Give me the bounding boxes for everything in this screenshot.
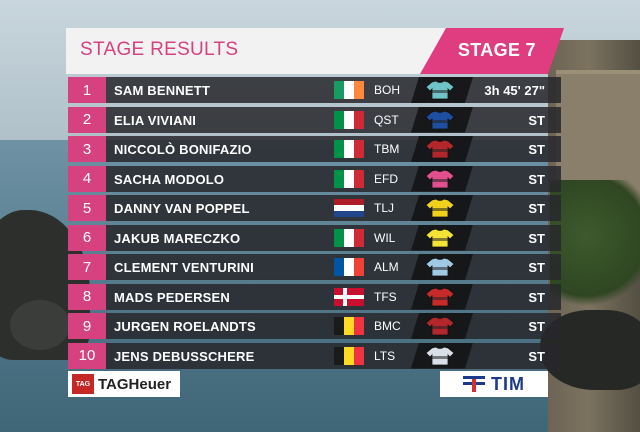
team-code: WIL	[374, 230, 396, 245]
tagheuer-text: TAGHeuer	[98, 375, 172, 393]
team-jersey-icon	[425, 228, 455, 247]
position: 7	[68, 254, 106, 280]
rock-left-small	[10, 300, 70, 350]
country-flag-icon	[334, 317, 364, 335]
team-jersey-icon	[425, 169, 455, 188]
result-row: 9 JURGEN ROELANDTS BMC ST	[68, 313, 561, 339]
stage-label: STAGE 7	[458, 40, 536, 60]
team-code: LTS	[374, 348, 396, 363]
finish-time: ST	[528, 260, 545, 275]
team-code: TLJ	[374, 201, 395, 215]
team-jersey-icon	[425, 198, 455, 218]
tagheuer-logo: TAG TAGHeuer	[68, 371, 180, 397]
team-jersey-icon	[425, 316, 455, 336]
rider-name: NICCOLÒ BONIFAZIO	[114, 142, 252, 157]
team-code: EFD	[374, 171, 398, 186]
result-row: 8 MADS PEDERSEN TFS ST	[68, 283, 561, 310]
team-code: QST	[374, 112, 399, 127]
finish-time: ST	[528, 348, 545, 364]
tim-mark-icon	[463, 376, 485, 392]
rider-name: SACHA MODOLO	[114, 171, 225, 187]
country-flag-icon	[334, 346, 364, 365]
tim-logo: TIM	[440, 371, 548, 397]
team-code: BOH	[374, 83, 401, 97]
team-jersey-icon	[425, 346, 455, 365]
result-row: 2 ELIA VIVIANI QST ST	[68, 106, 561, 133]
team-jersey-icon	[425, 80, 455, 100]
team-jersey-icon	[425, 139, 455, 159]
result-row: 1 SAM BENNETT BOH 3h 45' 27"	[68, 77, 561, 103]
country-flag-icon	[334, 140, 364, 158]
result-row: 10 JENS DEBUSSCHERE LTS ST	[68, 342, 561, 369]
rider-name: JAKUB MARECZKO	[114, 230, 241, 246]
finish-time: ST	[528, 230, 545, 246]
position: 3	[68, 136, 106, 162]
rider-name: MADS PEDERSEN	[114, 289, 231, 305]
position: 6	[68, 224, 106, 251]
team-jersey-icon	[425, 257, 455, 277]
country-flag-icon	[334, 228, 364, 247]
result-row: 5 DANNY VAN POPPEL TLJ ST	[68, 195, 561, 221]
rider-name: JURGEN ROELANDTS	[114, 319, 256, 334]
finish-time: ST	[528, 112, 545, 128]
result-row: 6 JAKUB MARECZKO WIL ST	[68, 224, 561, 251]
results-header: STAGE RESULTS STAGE 7	[66, 28, 564, 74]
finish-time: ST	[528, 319, 545, 334]
rider-name: ELIA VIVIANI	[114, 112, 197, 128]
greenery	[550, 180, 640, 320]
country-flag-icon	[334, 81, 364, 99]
team-jersey-icon	[425, 287, 455, 306]
results-table: 1 SAM BENNETT BOH 3h 45' 27" 2 ELIA VIVIANI QS…	[68, 77, 561, 372]
position: 10	[68, 342, 106, 369]
stage-badge: STAGE 7	[420, 28, 564, 74]
country-flag-icon	[334, 110, 364, 129]
finish-time: 3h 45' 27"	[484, 83, 545, 98]
page-title: STAGE RESULTS	[80, 39, 239, 60]
finish-time: ST	[528, 171, 545, 187]
team-code: TFS	[374, 289, 397, 304]
team-code: BMC	[374, 319, 401, 333]
result-row: 4 SACHA MODOLO EFD ST	[68, 165, 561, 192]
country-flag-icon	[334, 258, 364, 276]
position: 8	[68, 283, 106, 310]
team-code: ALM	[374, 260, 399, 274]
rider-name: CLEMENT VENTURINI	[114, 260, 254, 275]
position: 2	[68, 106, 106, 133]
finish-time: ST	[528, 142, 545, 157]
position: 4	[68, 165, 106, 192]
country-flag-icon	[334, 199, 364, 217]
position: 1	[68, 77, 106, 103]
result-row: 3 NICCOLÒ BONIFAZIO TBM ST	[68, 136, 561, 162]
country-flag-icon	[334, 169, 364, 188]
position: 5	[68, 195, 106, 221]
team-jersey-icon	[425, 110, 455, 129]
title-box: STAGE RESULTS	[66, 28, 446, 74]
rider-name: JENS DEBUSSCHERE	[114, 348, 255, 364]
finish-time: ST	[528, 201, 545, 216]
tag-badge-icon: TAG	[72, 374, 94, 394]
position: 9	[68, 313, 106, 339]
result-row: 7 CLEMENT VENTURINI ALM ST	[68, 254, 561, 280]
tim-text: TIM	[491, 373, 525, 394]
team-code: TBM	[374, 142, 400, 156]
finish-time: ST	[528, 289, 545, 305]
rider-name: DANNY VAN POPPEL	[114, 201, 250, 216]
rider-name: SAM BENNETT	[114, 83, 211, 98]
country-flag-icon	[334, 287, 364, 306]
